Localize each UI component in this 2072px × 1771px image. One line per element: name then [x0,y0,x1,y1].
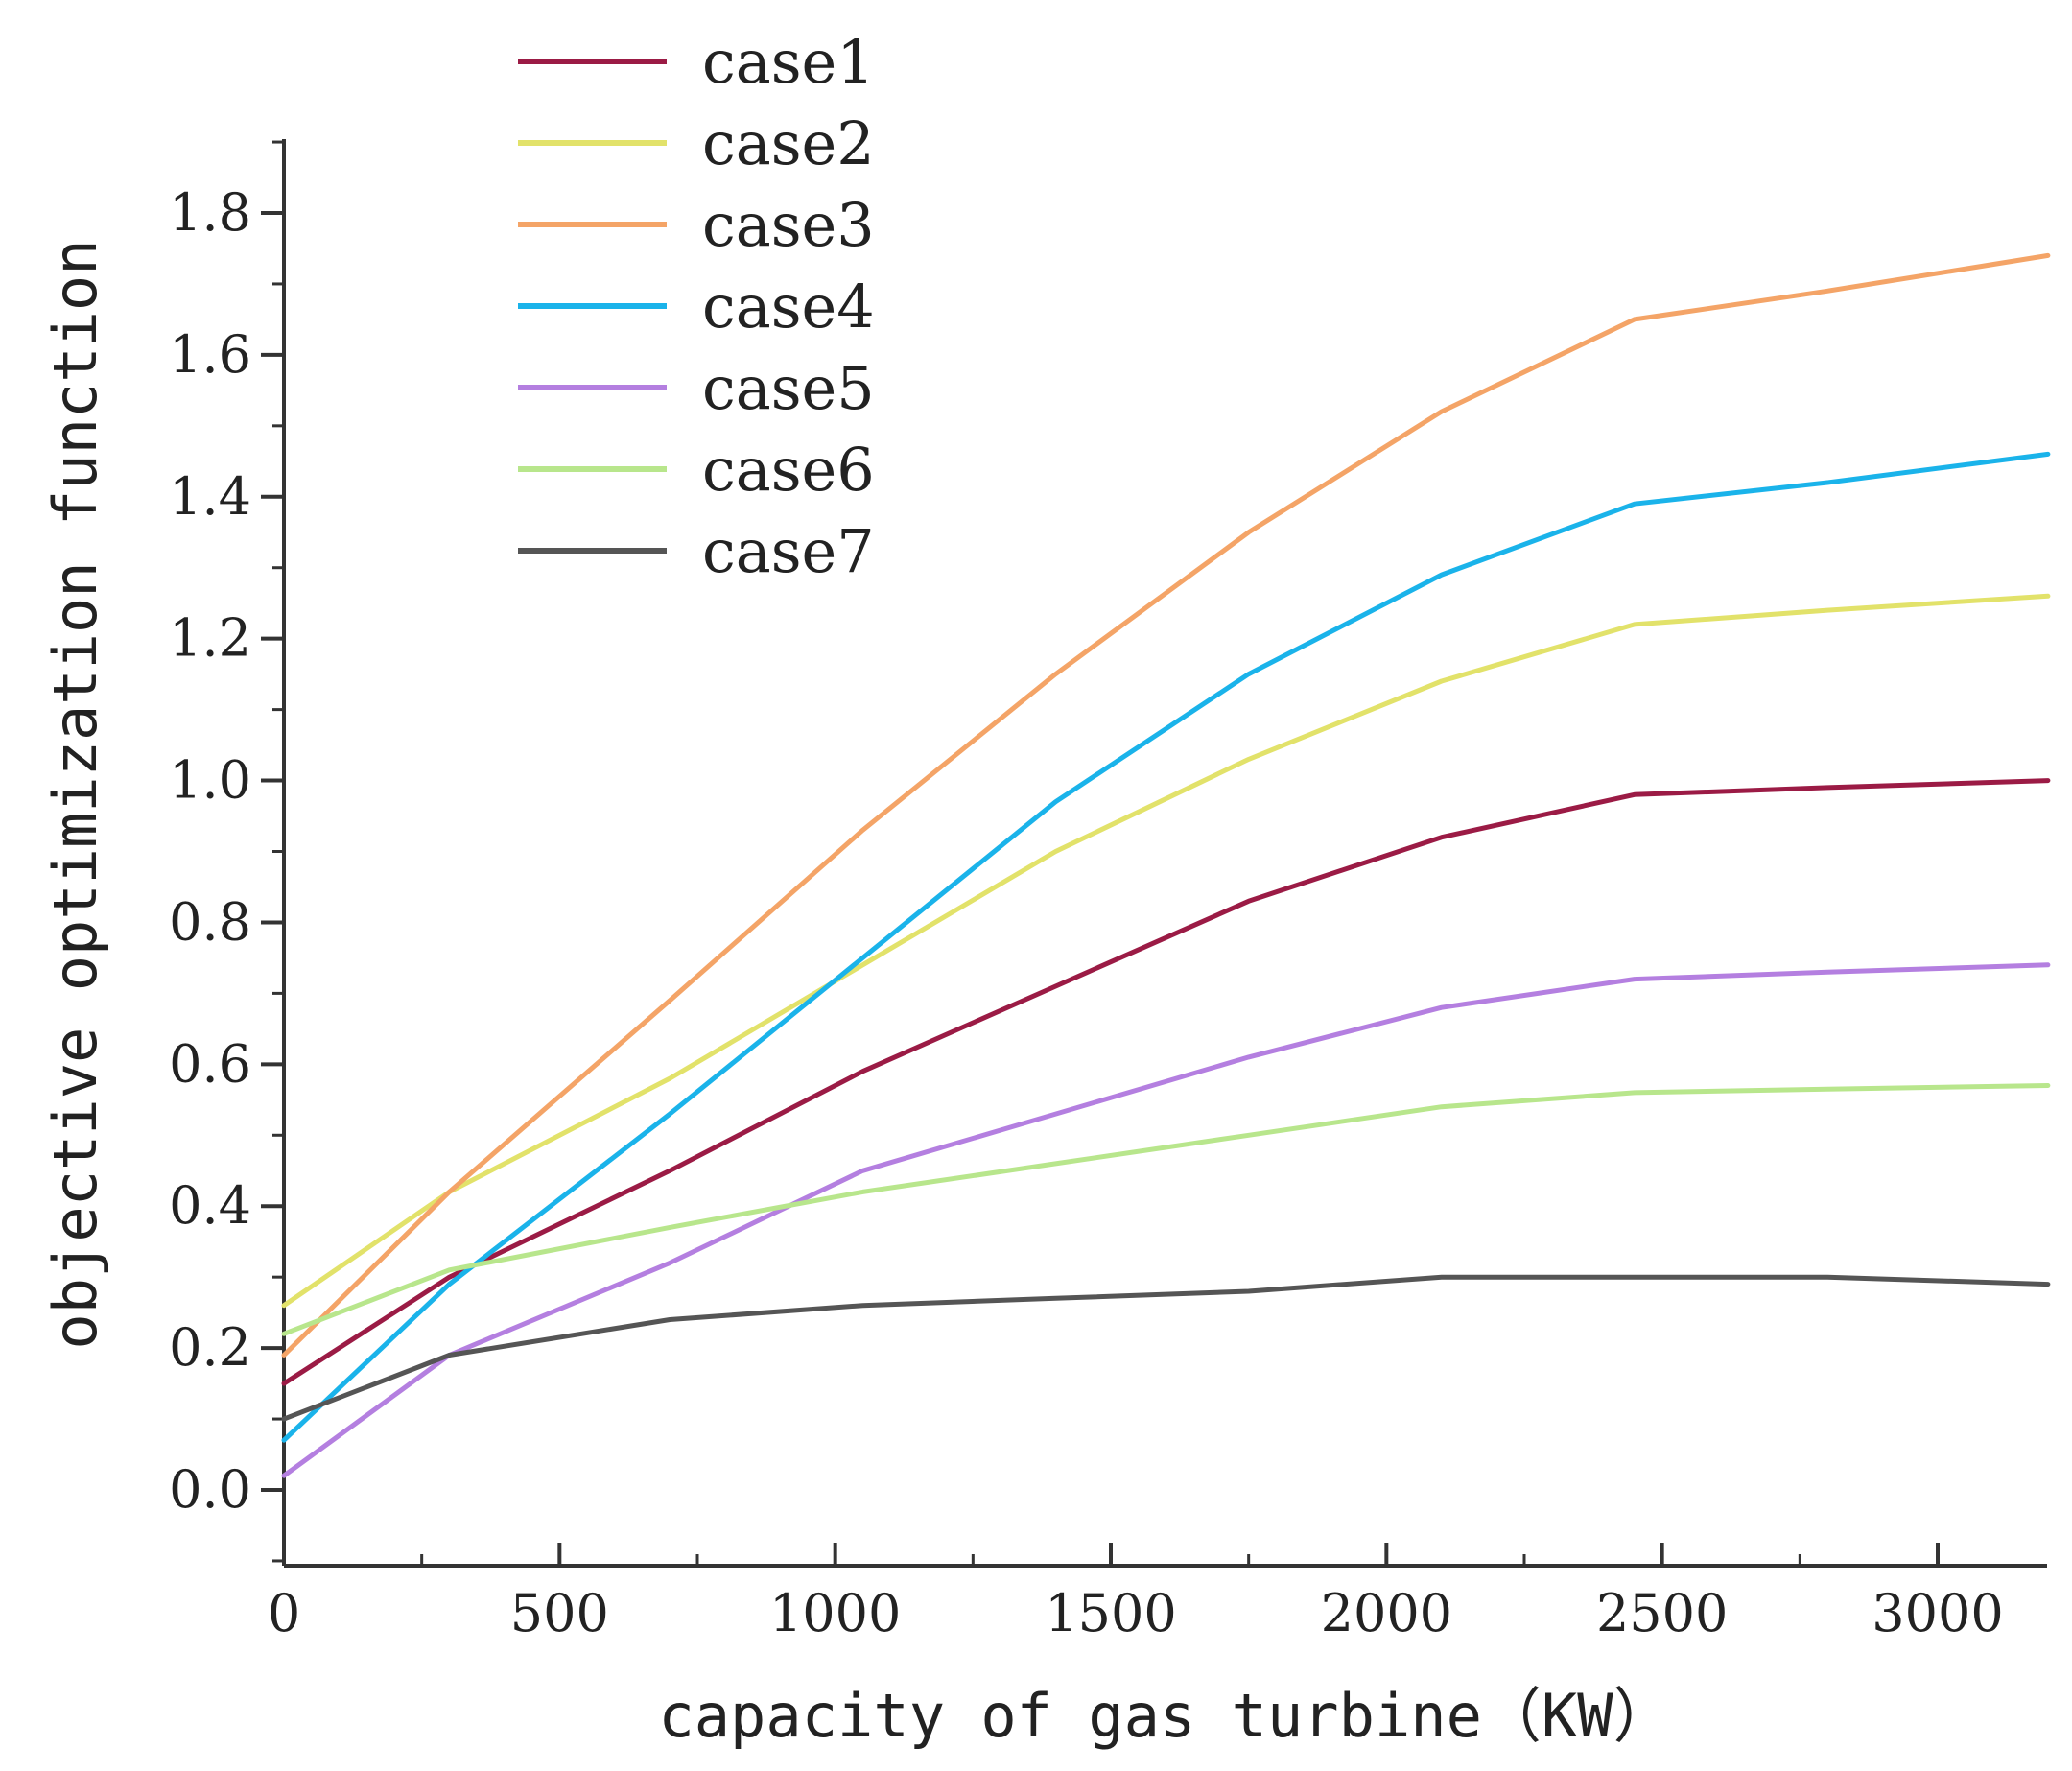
y-tick-label: 0.4 [169,1175,251,1236]
y-tick-label: 1.6 [169,324,251,385]
axes: 0.0 0.2 0.4 0.6 0.8 1.0 1.2 1.4 1.6 1.8 0 500 1000 15… [169,139,2047,1643]
x-tick-label: 0 [268,1583,300,1643]
y-tick-label: 0.0 [169,1459,251,1520]
x-tick-label: 1000 [769,1583,901,1643]
x-tick-label: 2500 [1596,1583,1728,1643]
x-tick-label: 1500 [1045,1583,1176,1643]
series-case4-line [281,451,2051,1443]
y-tick-label: 0.6 [169,1033,251,1094]
series-case2-line [281,593,2051,1309]
x-tick-label: 3000 [1872,1583,2003,1643]
series-case3-line [281,252,2051,1358]
y-tick-label: 1.2 [169,608,251,669]
legend-label-case5: case5 [702,353,875,423]
legend: case1 case2 case3 case4 case5 case6 case7 [518,27,875,586]
series-layer [281,252,2051,1478]
series-case7-line [281,1274,2051,1422]
legend-label-case1: case1 [702,27,875,97]
y-tick-label: 0.8 [169,891,251,952]
x-tick-label: 500 [510,1583,609,1643]
legend-label-case3: case3 [702,190,875,260]
legend-label-case6: case6 [702,435,875,505]
x-axis-title: capacity of gas turbine（KW） [658,1681,1672,1751]
legend-label-case4: case4 [702,272,875,342]
series-case6-line [281,1083,2051,1336]
y-tick-label: 1.4 [169,466,251,527]
x-tick-label: 2000 [1321,1583,1452,1643]
series-case1-line [281,778,2051,1386]
legend-label-case7: case7 [702,516,875,586]
y-axis-title: objective optimization function [40,239,110,1349]
y-tick-label: 1.0 [169,750,251,811]
series-case5-line [281,962,2051,1478]
y-tick-label: 1.8 [169,182,251,243]
y-tick-label: 0.2 [169,1317,251,1378]
legend-label-case2: case2 [702,108,875,178]
